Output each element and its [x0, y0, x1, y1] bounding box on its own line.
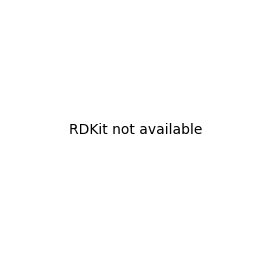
Text: RDKit not available: RDKit not available [69, 123, 202, 137]
